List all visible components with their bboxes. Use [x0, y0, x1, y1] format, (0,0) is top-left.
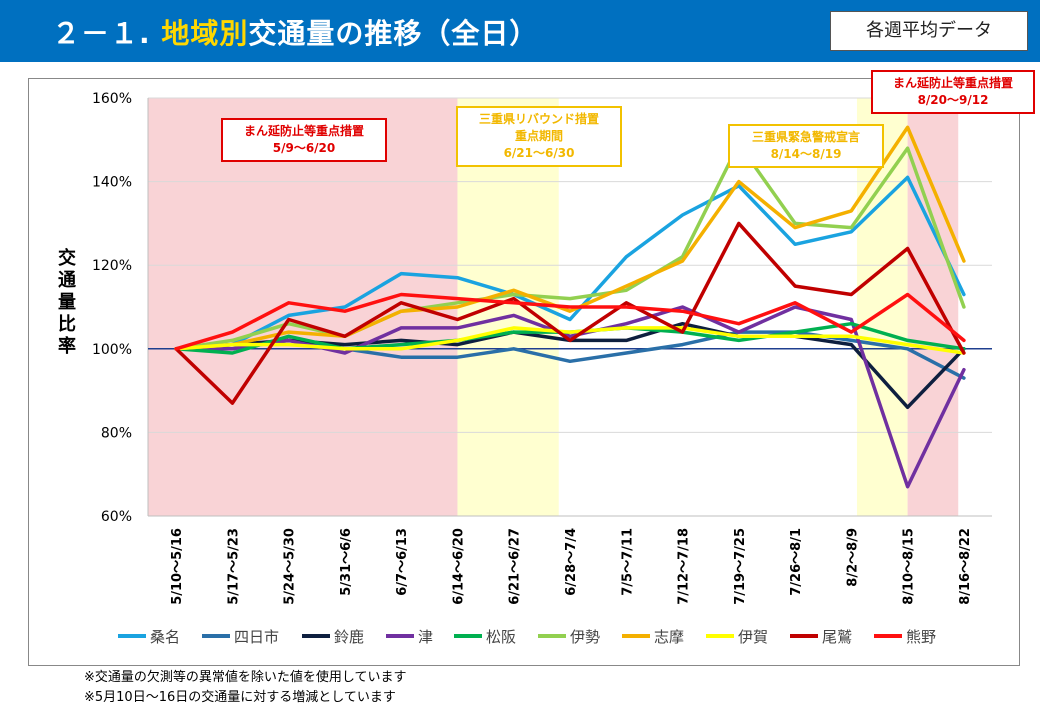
legend-label: 桑名	[150, 628, 180, 646]
x-tick-label: 6/28～7/4	[564, 528, 579, 596]
annotation-rebound: 三重県リバウンド措置 重点期間 6/21～6/30	[456, 106, 622, 167]
annotation-emergency-declaration: 三重県緊急警戒宣言 8/14～8/19	[728, 124, 884, 168]
y-tick-label: 60%	[101, 509, 132, 525]
footnote-2: ※5月10日～16日の交通量に対する増減としています	[84, 690, 396, 705]
x-tick-label: 6/21～6/27	[508, 528, 523, 605]
x-tick-label: 5/10～5/16	[170, 528, 185, 605]
x-tick-label: 7/12～7/18	[677, 528, 692, 605]
x-tick-label: 6/14～6/20	[451, 528, 466, 605]
legend-label: 伊賀	[738, 628, 768, 646]
series-line-尾鷲	[174, 221, 966, 405]
series-line-熊野	[174, 292, 966, 351]
legend-label: 伊勢	[570, 628, 600, 646]
y-tick-label: 80%	[101, 425, 132, 441]
y-axis-label-char: 率	[58, 336, 76, 357]
y-tick-label: 160%	[92, 91, 132, 107]
x-tick-label: 7/5～7/11	[620, 528, 635, 596]
weekly-average-badge: 各週平均データ	[830, 11, 1028, 51]
series-line-桑名	[174, 175, 966, 351]
period-band-3	[907, 98, 959, 516]
x-tick-label: 5/31～6/6	[339, 528, 354, 596]
y-axis-label-char: 量	[58, 292, 76, 313]
x-tick-label: 8/16～8/22	[958, 528, 973, 605]
annotation-emergency1: まん延防止等重点措置 5/9～6/20	[221, 118, 387, 162]
legend-label: 熊野	[906, 628, 936, 646]
series-line-志摩	[174, 125, 966, 351]
page-title: ２－１. 地域別交通量の推移（全日）	[52, 17, 539, 50]
x-tick-label: 8/2～8/9	[845, 528, 860, 587]
x-tick-label: 7/19～7/25	[733, 528, 748, 605]
footnote-1: ※交通量の欠測等の異常値を除いた値を使用しています	[84, 670, 407, 685]
legend-label: 津	[418, 628, 433, 646]
legend-label: 志摩	[654, 628, 684, 646]
series-line-伊賀	[174, 326, 966, 355]
legend-label: 四日市	[234, 628, 279, 646]
series-line-伊勢	[174, 142, 966, 351]
y-tick-label: 140%	[92, 175, 132, 191]
legend-label: 松阪	[486, 628, 516, 646]
y-axis-label-char: 通	[58, 270, 76, 291]
x-tick-label: 6/7～6/13	[395, 528, 410, 596]
x-tick-label: 5/17～5/23	[226, 528, 241, 605]
period-band-0	[148, 98, 458, 516]
y-axis-label: 交通量比率	[54, 248, 80, 358]
x-tick-label: 8/10～8/15	[902, 528, 917, 605]
annotation-emergency2: まん延防止等重点措置 8/20～9/12	[871, 70, 1035, 114]
x-tick-label: 7/26～8/1	[789, 528, 804, 596]
y-tick-label: 100%	[92, 342, 132, 358]
header-bar: ２－１. 地域別交通量の推移（全日） 各週平均データ	[0, 0, 1040, 62]
legend-label: 鈴鹿	[334, 628, 364, 646]
y-axis-label-char: 交	[58, 248, 76, 269]
y-tick-label: 120%	[92, 258, 132, 274]
x-tick-label: 5/24～5/30	[283, 528, 298, 605]
y-axis-label-char: 比	[58, 314, 76, 335]
legend-label: 尾鷲	[822, 628, 852, 646]
